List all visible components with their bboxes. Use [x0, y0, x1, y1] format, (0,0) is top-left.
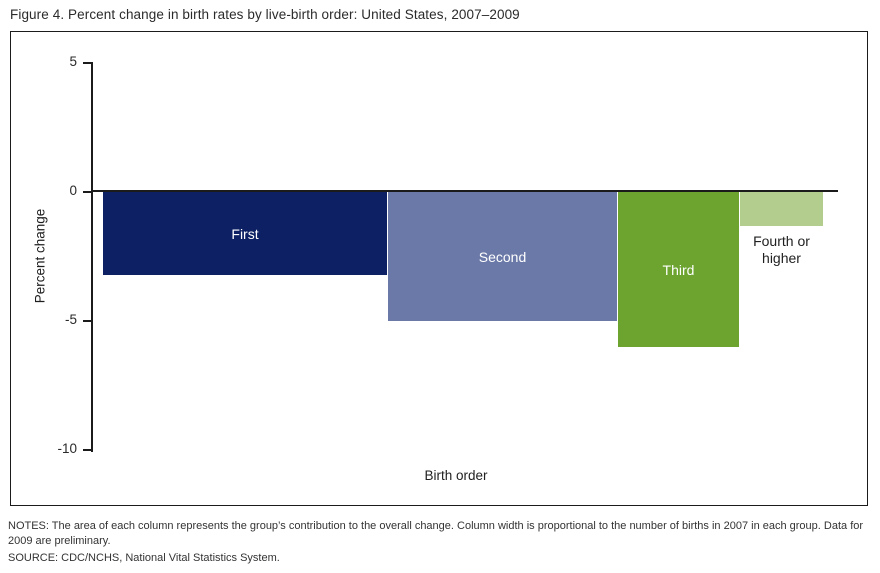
bar-label: First — [231, 225, 259, 242]
chart-frame: Percent change 5 0 -5 -10 First Second Third Fo… — [10, 31, 868, 506]
y-tick-label: -5 — [64, 312, 77, 327]
y-tick-label: 5 — [69, 54, 77, 69]
source-text: SOURCE: CDC/NCHS, National Vital Statist… — [8, 552, 280, 564]
bar-label: Second — [478, 248, 527, 265]
notes-text: NOTES: The area of each column represent… — [8, 520, 864, 547]
y-tick-label: 0 — [69, 183, 77, 198]
plot-area: 5 0 -5 -10 First Second Third Fourth or higher — [11, 32, 867, 505]
bar-label: Fourth or higher — [753, 233, 810, 266]
y-tick-mark — [83, 449, 93, 451]
zero-baseline — [93, 190, 838, 192]
bar-first: First — [103, 192, 387, 275]
x-axis-label: Birth order — [424, 468, 488, 483]
bar-label: Third — [662, 261, 695, 278]
figure-title: Figure 4. Percent change in birth rates … — [10, 7, 520, 22]
y-tick-mark — [83, 191, 93, 193]
y-tick-mark — [83, 62, 93, 64]
bar-third: Third — [618, 192, 739, 347]
bar-second: Second — [388, 192, 617, 321]
bar-fourth-or-higher — [740, 192, 823, 226]
y-tick-mark — [83, 320, 93, 322]
y-axis-line — [91, 63, 93, 452]
y-tick-label: -10 — [57, 441, 77, 456]
